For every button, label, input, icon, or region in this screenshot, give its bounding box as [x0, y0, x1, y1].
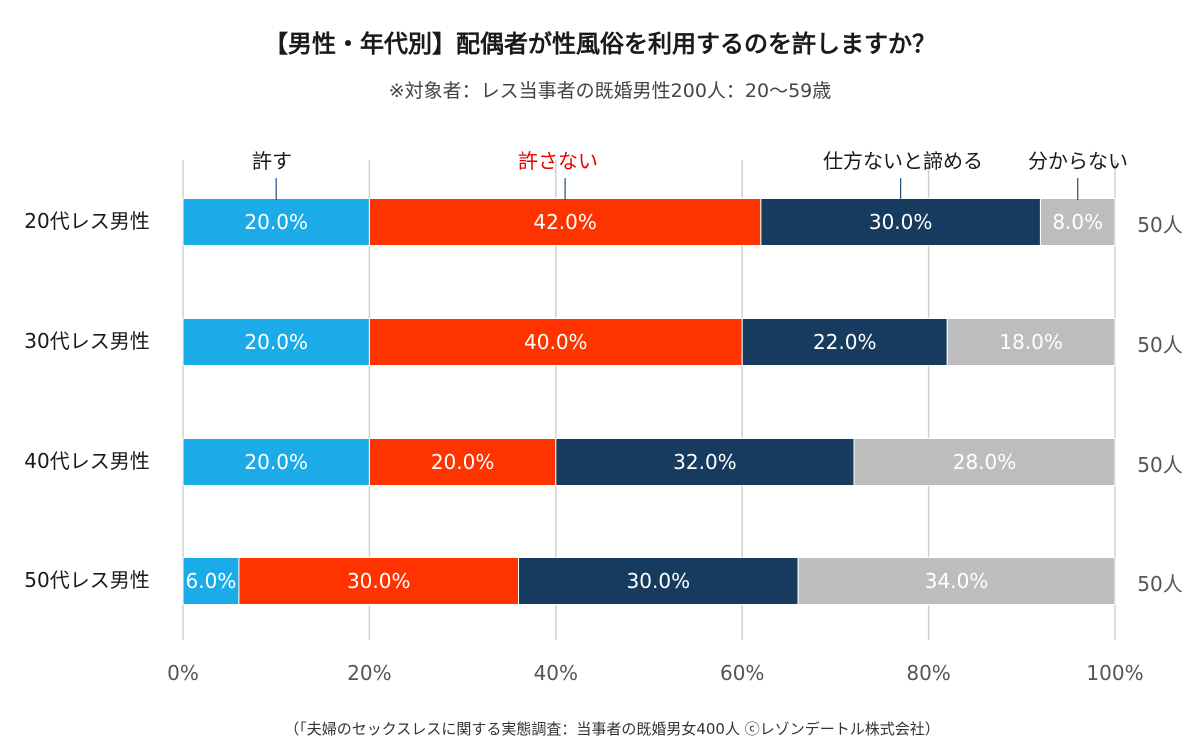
- data-label: 20.0%: [244, 330, 308, 354]
- source-footnote: （「夫婦のセックスレスに関する実態調査：当事者の既婚男女400人 ⓒレゾンデート…: [284, 720, 939, 738]
- legend-label: 許す: [252, 149, 292, 173]
- category-label: 30代レス男性: [24, 329, 149, 353]
- x-axis-tick-labels: 0% 20% 40% 60% 80% 100%: [167, 661, 1143, 685]
- chart-title: 【男性・年代別】配偶者が性風俗を利用するのを許しますか？: [264, 30, 936, 58]
- data-label: 18.0%: [999, 330, 1063, 354]
- sample-size-label: 50人: [1137, 453, 1182, 477]
- data-label: 20.0%: [244, 210, 308, 234]
- bar-segment: [797, 557, 1116, 605]
- x-tick-label: 80%: [906, 661, 950, 685]
- legend: 許す 許さない 仕方ないと諦める 分からない: [252, 149, 1128, 200]
- bar-segment: [182, 318, 370, 366]
- category-labels: 20代レス男性 30代レス男性 40代レス男性 50代レス男性: [24, 209, 149, 592]
- data-label: 40.0%: [524, 330, 588, 354]
- x-tick-label: 0%: [167, 661, 199, 685]
- bar-segment: [555, 438, 855, 486]
- data-label: 20.0%: [244, 450, 308, 474]
- bar-segment: [368, 438, 557, 486]
- legend-label: 許さない: [518, 149, 598, 173]
- value-labels: 20.0% 42.0% 30.0% 8.0% 20.0% 40.0% 22.0% 18.0% 2…: [186, 210, 1104, 593]
- bar-segment: [182, 557, 240, 605]
- data-label: 30.0%: [347, 569, 411, 593]
- data-label: 8.0%: [1052, 210, 1103, 234]
- sample-size-label: 50人: [1137, 572, 1182, 596]
- data-label: 30.0%: [627, 569, 691, 593]
- bar-segment: [182, 438, 370, 486]
- category-label: 20代レス男性: [24, 209, 149, 233]
- bar-segment: [238, 557, 520, 605]
- x-tick-label: 40%: [534, 661, 578, 685]
- bar-segment: [946, 318, 1116, 366]
- bar-segment: [182, 198, 370, 246]
- data-label: 22.0%: [813, 330, 877, 354]
- data-label: 30.0%: [869, 210, 933, 234]
- bar-segment: [853, 438, 1116, 486]
- category-label: 40代レス男性: [24, 449, 149, 473]
- data-label: 28.0%: [953, 450, 1017, 474]
- sample-size-label: 50人: [1137, 333, 1182, 357]
- data-label: 42.0%: [533, 210, 597, 234]
- bar-segment: [368, 318, 743, 366]
- data-label: 32.0%: [673, 450, 737, 474]
- sample-size-label: 50人: [1137, 213, 1182, 237]
- chart-subtitle: ※対象者：レス当事者の既婚男性200人：20～59歳: [389, 80, 832, 102]
- data-label: 20.0%: [431, 450, 495, 474]
- legend-label: 分からない: [1028, 149, 1128, 173]
- x-tick-label: 60%: [720, 661, 764, 685]
- sample-size-labels: 50人 50人 50人 50人: [1137, 213, 1182, 596]
- category-label: 50代レス男性: [24, 568, 149, 592]
- data-label: 6.0%: [186, 569, 237, 593]
- x-tick-label: 20%: [347, 661, 391, 685]
- data-label: 34.0%: [925, 569, 989, 593]
- x-tick-label: 100%: [1086, 661, 1143, 685]
- bar-segments: [182, 198, 1116, 605]
- legend-label: 仕方ないと諦める: [823, 149, 983, 173]
- bar-segment: [741, 318, 948, 366]
